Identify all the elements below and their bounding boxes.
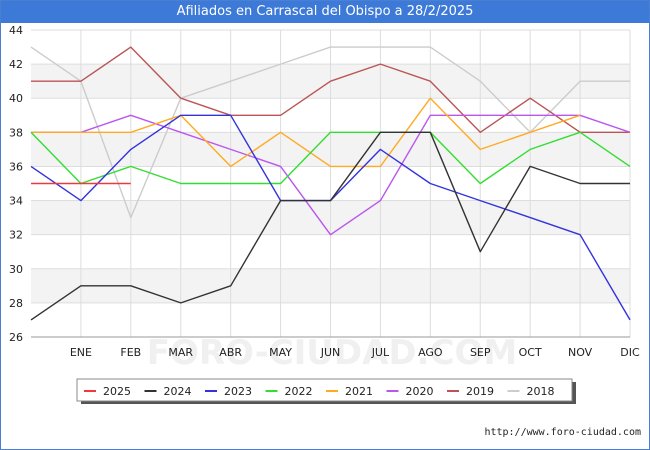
x-tick-label: OCT (519, 346, 542, 359)
y-tick-label: 34 (9, 195, 23, 208)
y-tick-label: 40 (9, 92, 23, 105)
x-tick-label: ABR (219, 346, 242, 359)
series-line-2024 (30, 131, 630, 321)
legend-label-2018: 2018 (527, 385, 555, 398)
y-tick-label: 28 (9, 297, 23, 310)
legend-box (76, 378, 573, 402)
y-tick-label: 42 (9, 58, 23, 71)
axes: 26 28 30 32 34 36 38 40 42 44 ENE FEB MAR ABR MAY JUN JU… (9, 24, 640, 359)
series-lines (30, 46, 631, 321)
x-tick-label: MAY (269, 346, 292, 359)
y-tick-label: 26 (9, 331, 23, 344)
series-line-2022 (30, 131, 631, 185)
legend-label-2021: 2021 (345, 385, 373, 398)
legend: 2025 2024 2023 2022 2021 2020 2019 2018 (76, 378, 576, 404)
series-line-2021 (31, 97, 581, 168)
title-bar: Afiliados en Carrascal del Obispo a 28/2… (1, 1, 649, 23)
y-tick-label: 38 (9, 126, 23, 139)
legend-label-2019: 2019 (466, 385, 494, 398)
x-tick-label: ENE (70, 346, 92, 359)
legend-label-2020: 2020 (406, 385, 434, 398)
x-tick-label: MAR (168, 346, 193, 359)
legend-label-2023: 2023 (224, 385, 252, 398)
y-tick-label: 32 (9, 229, 23, 242)
footer-url[interactable]: http://www.foro-ciudad.com (484, 427, 641, 438)
x-tick-label: FEB (120, 346, 141, 359)
series-line-2019 (31, 46, 630, 134)
y-tick-label: 44 (9, 24, 23, 37)
x-tick-label: JUN (320, 346, 341, 359)
legend-label-2025: 2025 (103, 385, 131, 398)
y-tick-label: 30 (9, 263, 23, 276)
chart-title: Afiliados en Carrascal del Obispo a 28/2… (176, 4, 474, 19)
x-tick-label: SEP (470, 346, 491, 359)
x-tick-label: NOV (568, 346, 593, 359)
watermark: FORO-CIUDAD.COM (147, 333, 518, 373)
x-tick-label: JUL (371, 346, 390, 359)
legend-label-2022: 2022 (285, 385, 313, 398)
y-tick-label: 36 (9, 160, 23, 173)
x-tick-label: DIC (620, 346, 640, 359)
legend-label-2024: 2024 (164, 385, 192, 398)
x-tick-label: AGO (418, 346, 443, 359)
series-line-2020 (31, 114, 631, 236)
